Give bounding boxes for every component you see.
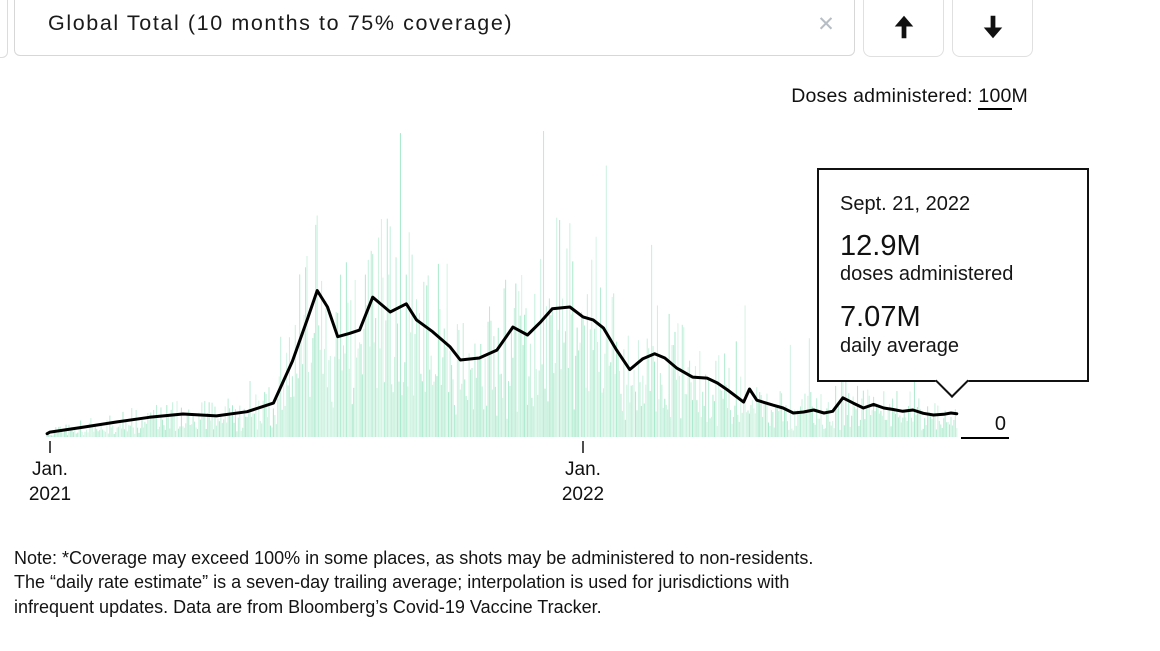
tooltip-doses-label: doses administered	[840, 263, 1014, 286]
x-tick-jan-2021: Jan. 2021	[28, 459, 72, 505]
region-select-input[interactable]: Global Total (10 months to 75% coverage)…	[14, 0, 855, 56]
footnote-line: infrequent updates. Data are from Bloomb…	[14, 596, 602, 617]
y-axis-zero-label: 0	[961, 411, 1009, 439]
arrow-down-icon	[978, 12, 1008, 42]
tooltip-date: Sept. 21, 2022	[840, 193, 971, 215]
x-tick-jan-2022: Jan. 2022	[561, 459, 605, 505]
adjacent-panel-edge	[0, 0, 8, 58]
clear-selection-icon[interactable]: ✕	[817, 12, 835, 36]
y-axis-max-value: 100	[978, 85, 1012, 110]
footnote-line: Note: *Coverage may exceed 100% in some …	[14, 548, 814, 568]
arrow-up-icon	[889, 12, 919, 42]
next-region-button[interactable]	[952, 0, 1033, 57]
region-select-value: Global Total (10 months to 75% coverage)	[48, 10, 514, 35]
y-axis-max-label: Doses administered: 100M	[0, 85, 1028, 110]
tooltip-average-value: 7.07M	[840, 301, 921, 334]
previous-region-button[interactable]	[863, 0, 944, 57]
footnote: Note: *Coverage may exceed 100% in some …	[14, 546, 994, 619]
tooltip-doses-value: 12.9M	[840, 230, 921, 262]
chart-tooltip: Sept. 21, 2022 12.9M doses administered …	[817, 168, 1089, 398]
footnote-line: The “daily rate estimate” is a seven-day…	[14, 572, 790, 593]
tooltip-average-label: daily average	[840, 334, 959, 357]
